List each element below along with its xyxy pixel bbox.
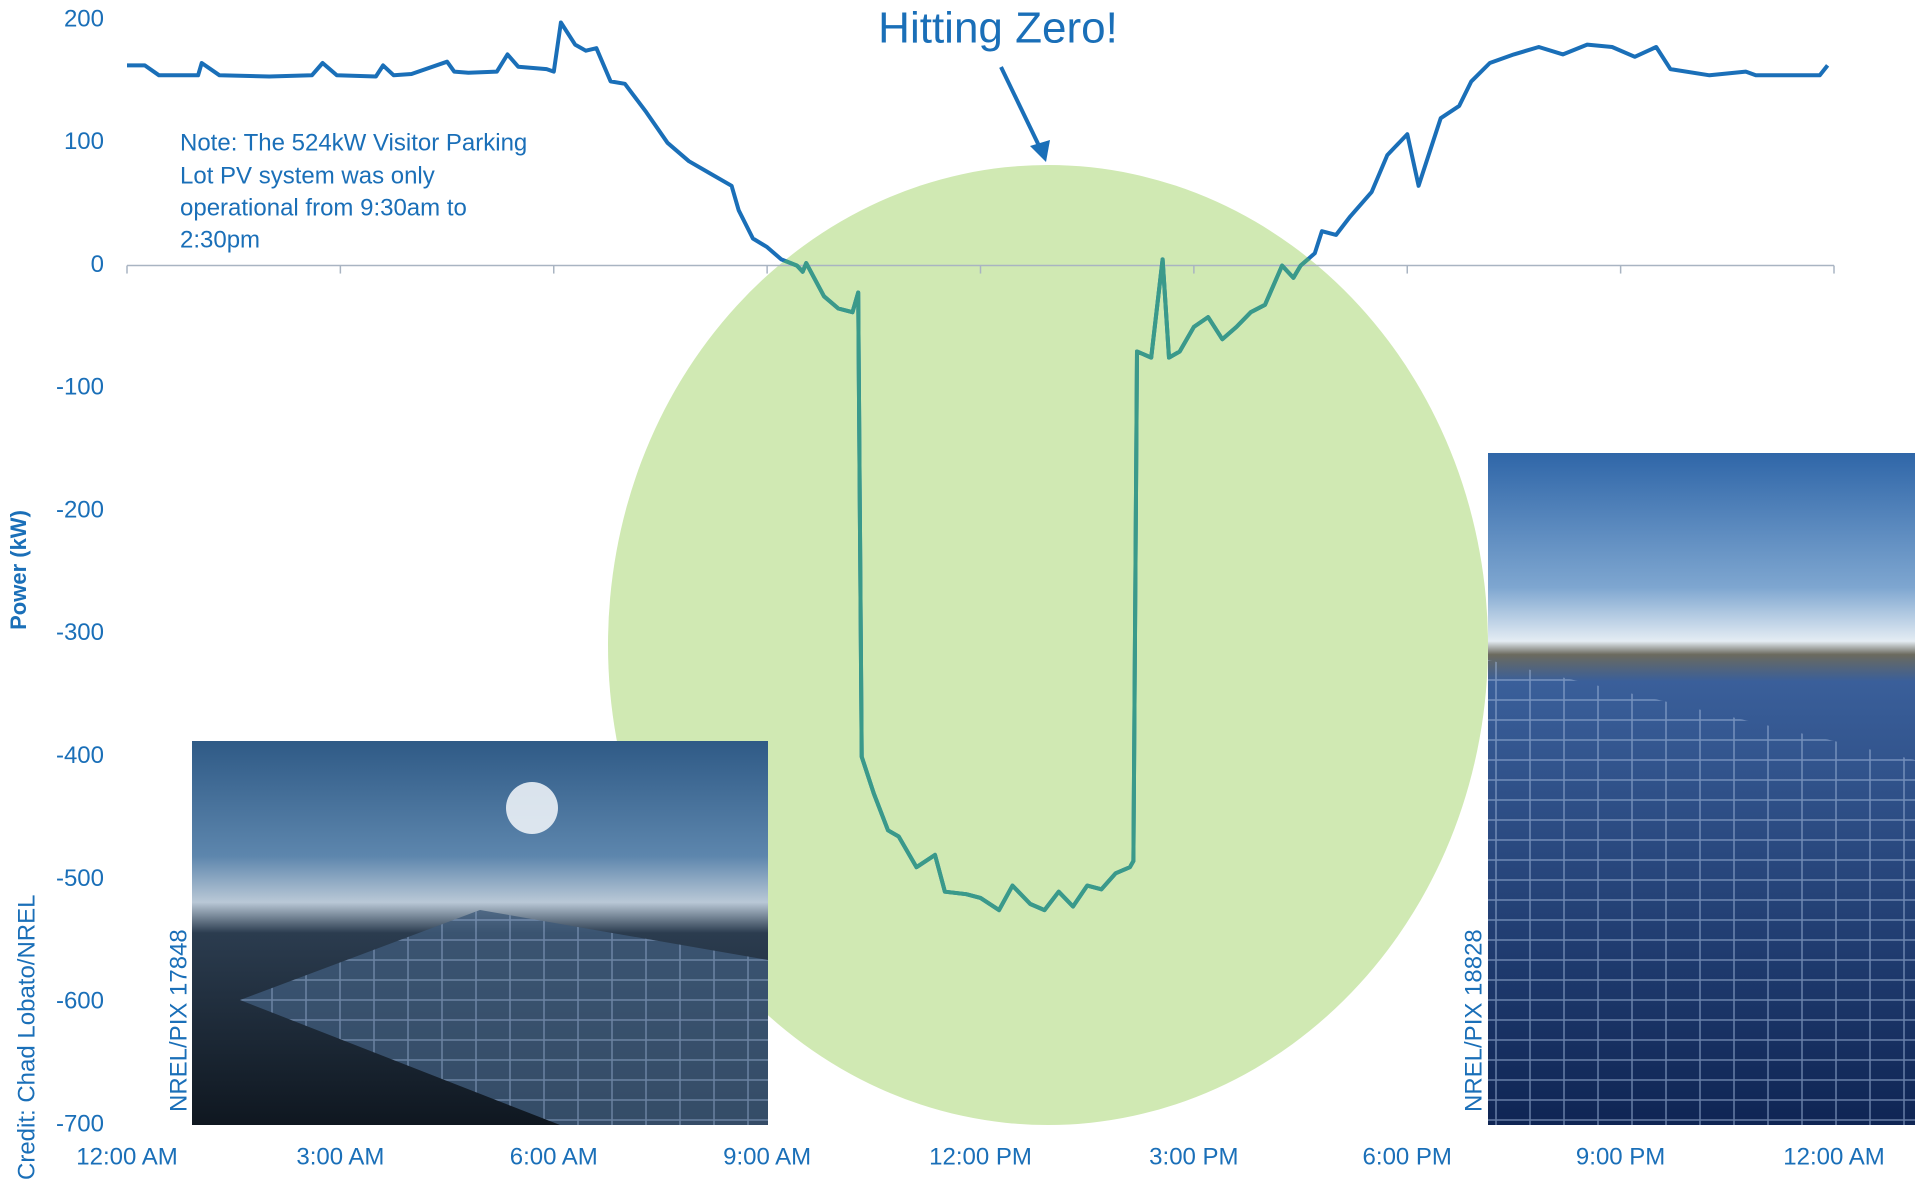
note-line: Note: The 524kW Visitor Parking [180,129,527,156]
credit: Credit: Chad Lobato/NREL [13,895,40,1180]
x-tick-label: 9:00 PM [1576,1143,1665,1170]
note-line: Lot PV system was only [180,162,435,189]
x-tick-label: 6:00 PM [1363,1143,1452,1170]
x-tick-label: 3:00 AM [296,1143,384,1170]
callout-arrowhead [1030,140,1050,162]
y-tick-label: -700 [56,1110,104,1137]
line-highlight [608,165,1488,913]
y-tick-label: -300 [56,619,104,646]
y-tick-label: -500 [56,865,104,892]
y-tick-label: -100 [56,374,104,401]
y-tick-label: -200 [56,496,104,523]
y-tick-label: 100 [64,128,104,155]
photo-right [1488,453,1915,1125]
x-tick-label: 6:00 AM [510,1143,598,1170]
photo-credit: NREL/PIX 18828 [1460,929,1487,1112]
y-tick-label: -400 [56,742,104,769]
x-tick-label: 12:00 AM [1783,1143,1884,1170]
photo-credit: NREL/PIX 17848 [165,929,192,1112]
photo-left [192,741,768,1125]
highlight-circle [608,165,1488,1125]
y-tick-label: 0 [91,251,104,278]
y-tick-label: 200 [64,5,104,32]
x-tick-label: 12:00 AM [76,1143,177,1170]
x-tick-label: 3:00 PM [1149,1143,1238,1170]
x-tick-label: 12:00 PM [929,1143,1032,1170]
note: Note: The 524kW Visitor Parking Lot PV s… [180,129,527,253]
x-tick-label: 9:00 AM [723,1143,811,1170]
callout-arrow [999,66,1044,153]
note-line: operational from 9:30am to [180,194,467,221]
callout: Hitting Zero! [878,4,1118,53]
y-tick-label: -600 [56,988,104,1015]
note-line: 2:30pm [180,226,260,253]
y-axis-label: Power (kW) [6,510,31,630]
